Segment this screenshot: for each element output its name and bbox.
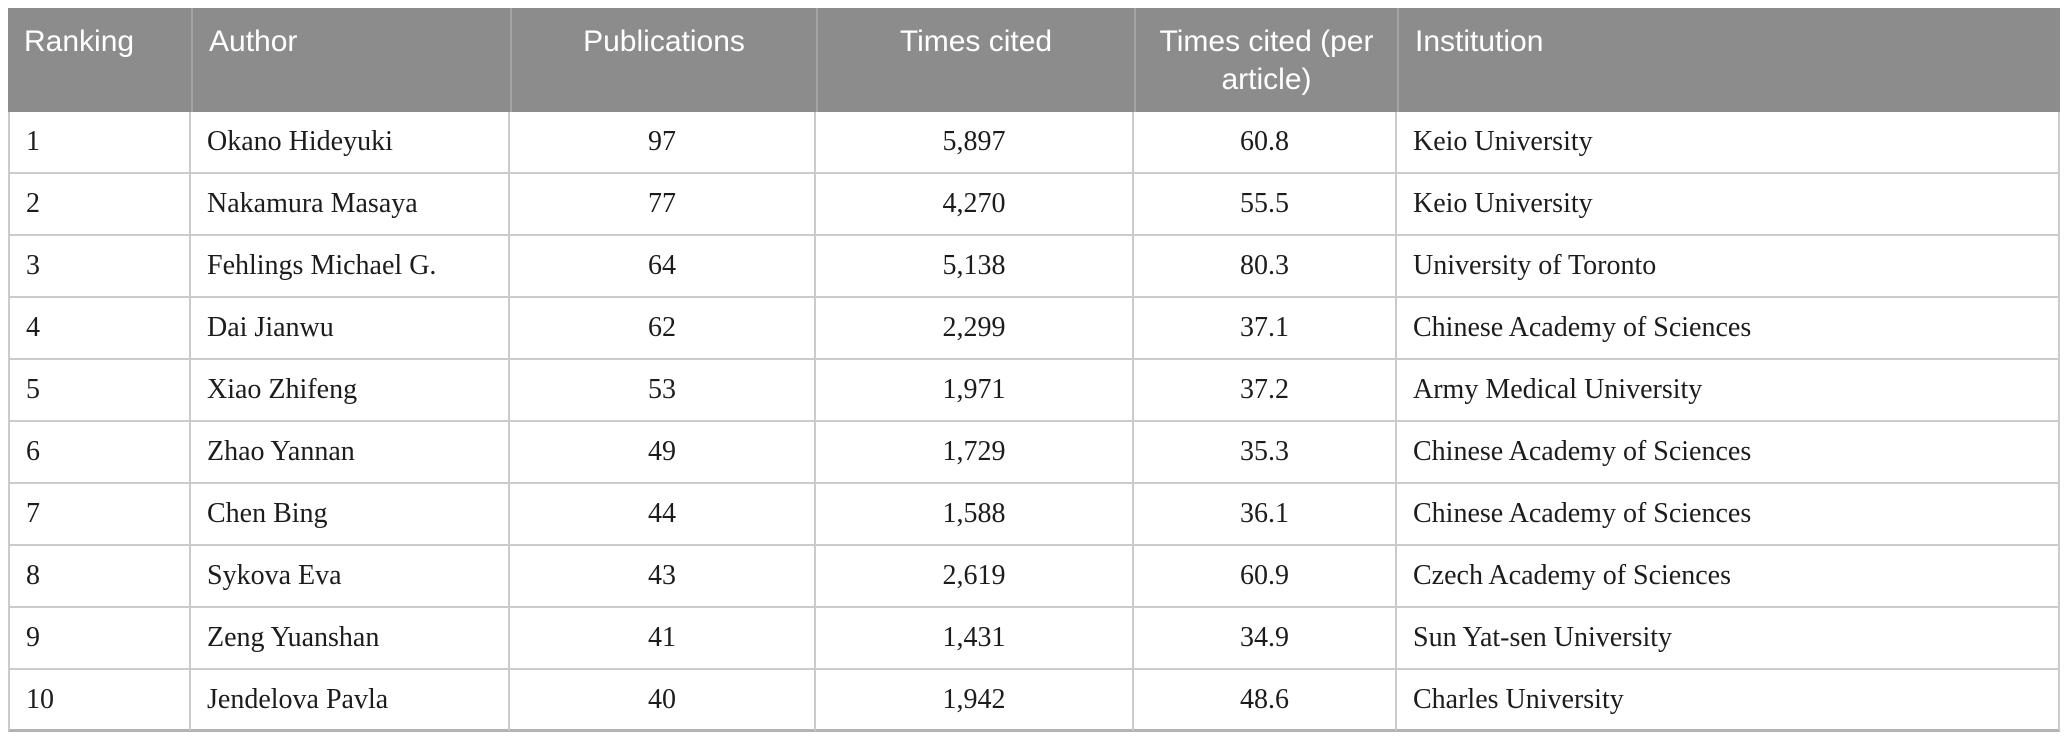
table-row: 8 Sykova Eva 43 2,619 60.9 Czech Academy of S… bbox=[8, 546, 2060, 608]
cell-publications: 44 bbox=[510, 484, 816, 546]
table-row: 5 Xiao Zhifeng 53 1,971 37.2 Army Medical Uni… bbox=[8, 360, 2060, 422]
column-header-times-cited-per-article: Times cited (per article) bbox=[1134, 8, 1397, 112]
cell-ranking: 10 bbox=[8, 670, 191, 732]
cell-publications: 41 bbox=[510, 608, 816, 670]
cell-ranking: 5 bbox=[8, 360, 191, 422]
cell-author: Jendelova Pavla bbox=[191, 670, 510, 732]
cell-times-cited: 2,299 bbox=[816, 298, 1134, 360]
top-authors-ranking-table: Ranking Author Publications Times cited Time… bbox=[8, 8, 2060, 732]
cell-times-cited-per-article: 36.1 bbox=[1134, 484, 1397, 546]
cell-ranking: 8 bbox=[8, 546, 191, 608]
cell-times-cited: 5,897 bbox=[816, 112, 1134, 174]
cell-times-cited-per-article: 60.8 bbox=[1134, 112, 1397, 174]
column-header-institution: Institution bbox=[1397, 8, 2060, 112]
cell-ranking: 7 bbox=[8, 484, 191, 546]
cell-author: Zeng Yuanshan bbox=[191, 608, 510, 670]
cell-institution: Keio University bbox=[1397, 174, 2060, 236]
table-body: 1 Okano Hideyuki 97 5,897 60.8 Keio Universit… bbox=[8, 112, 2060, 732]
table-header: Ranking Author Publications Times cited Time… bbox=[8, 8, 2060, 112]
table-row: 3 Fehlings Michael G. 64 5,138 80.3 Universit… bbox=[8, 236, 2060, 298]
cell-author: Zhao Yannan bbox=[191, 422, 510, 484]
cell-times-cited-per-article: 35.3 bbox=[1134, 422, 1397, 484]
cell-times-cited: 1,431 bbox=[816, 608, 1134, 670]
cell-times-cited-per-article: 37.1 bbox=[1134, 298, 1397, 360]
cell-institution: Chinese Academy of Sciences bbox=[1397, 484, 2060, 546]
cell-times-cited-per-article: 34.9 bbox=[1134, 608, 1397, 670]
cell-author: Nakamura Masaya bbox=[191, 174, 510, 236]
table-row: 1 Okano Hideyuki 97 5,897 60.8 Keio Universit… bbox=[8, 112, 2060, 174]
cell-times-cited-per-article: 48.6 bbox=[1134, 670, 1397, 732]
cell-times-cited-per-article: 37.2 bbox=[1134, 360, 1397, 422]
cell-ranking: 1 bbox=[8, 112, 191, 174]
cell-times-cited: 1,588 bbox=[816, 484, 1134, 546]
cell-author: Sykova Eva bbox=[191, 546, 510, 608]
cell-times-cited: 1,942 bbox=[816, 670, 1134, 732]
cell-publications: 40 bbox=[510, 670, 816, 732]
column-header-times-cited: Times cited bbox=[816, 8, 1134, 112]
table-row: 10 Jendelova Pavla 40 1,942 48.6 Charles Univ… bbox=[8, 670, 2060, 732]
cell-times-cited: 4,270 bbox=[816, 174, 1134, 236]
cell-times-cited: 1,729 bbox=[816, 422, 1134, 484]
cell-author: Dai Jianwu bbox=[191, 298, 510, 360]
cell-author: Fehlings Michael G. bbox=[191, 236, 510, 298]
cell-institution: Charles University bbox=[1397, 670, 2060, 732]
cell-institution: Czech Academy of Sciences bbox=[1397, 546, 2060, 608]
header-row: Ranking Author Publications Times cited Time… bbox=[8, 8, 2060, 112]
cell-times-cited-per-article: 80.3 bbox=[1134, 236, 1397, 298]
cell-institution: Chinese Academy of Sciences bbox=[1397, 422, 2060, 484]
table-row: 9 Zeng Yuanshan 41 1,431 34.9 Sun Yat-sen Uni… bbox=[8, 608, 2060, 670]
column-header-publications: Publications bbox=[510, 8, 816, 112]
table-row: 4 Dai Jianwu 62 2,299 37.1 Chinese Academy of… bbox=[8, 298, 2060, 360]
column-header-author: Author bbox=[191, 8, 510, 112]
cell-times-cited: 5,138 bbox=[816, 236, 1134, 298]
cell-ranking: 6 bbox=[8, 422, 191, 484]
column-header-ranking: Ranking bbox=[8, 8, 191, 112]
cell-ranking: 9 bbox=[8, 608, 191, 670]
cell-author: Chen Bing bbox=[191, 484, 510, 546]
cell-publications: 77 bbox=[510, 174, 816, 236]
cell-times-cited-per-article: 60.9 bbox=[1134, 546, 1397, 608]
cell-institution: Army Medical University bbox=[1397, 360, 2060, 422]
table-row: 2 Nakamura Masaya 77 4,270 55.5 Keio Universi… bbox=[8, 174, 2060, 236]
cell-times-cited: 1,971 bbox=[816, 360, 1134, 422]
cell-ranking: 2 bbox=[8, 174, 191, 236]
cell-times-cited: 2,619 bbox=[816, 546, 1134, 608]
cell-institution: Chinese Academy of Sciences bbox=[1397, 298, 2060, 360]
cell-ranking: 3 bbox=[8, 236, 191, 298]
table-row: 6 Zhao Yannan 49 1,729 35.3 Chinese Academy o… bbox=[8, 422, 2060, 484]
cell-ranking: 4 bbox=[8, 298, 191, 360]
cell-publications: 62 bbox=[510, 298, 816, 360]
cell-author: Xiao Zhifeng bbox=[191, 360, 510, 422]
cell-publications: 53 bbox=[510, 360, 816, 422]
cell-author: Okano Hideyuki bbox=[191, 112, 510, 174]
cell-publications: 64 bbox=[510, 236, 816, 298]
table-row: 7 Chen Bing 44 1,588 36.1 Chinese Academy of … bbox=[8, 484, 2060, 546]
cell-institution: Keio University bbox=[1397, 112, 2060, 174]
cell-institution: University of Toronto bbox=[1397, 236, 2060, 298]
cell-publications: 97 bbox=[510, 112, 816, 174]
cell-publications: 43 bbox=[510, 546, 816, 608]
cell-institution: Sun Yat-sen University bbox=[1397, 608, 2060, 670]
cell-times-cited-per-article: 55.5 bbox=[1134, 174, 1397, 236]
cell-publications: 49 bbox=[510, 422, 816, 484]
